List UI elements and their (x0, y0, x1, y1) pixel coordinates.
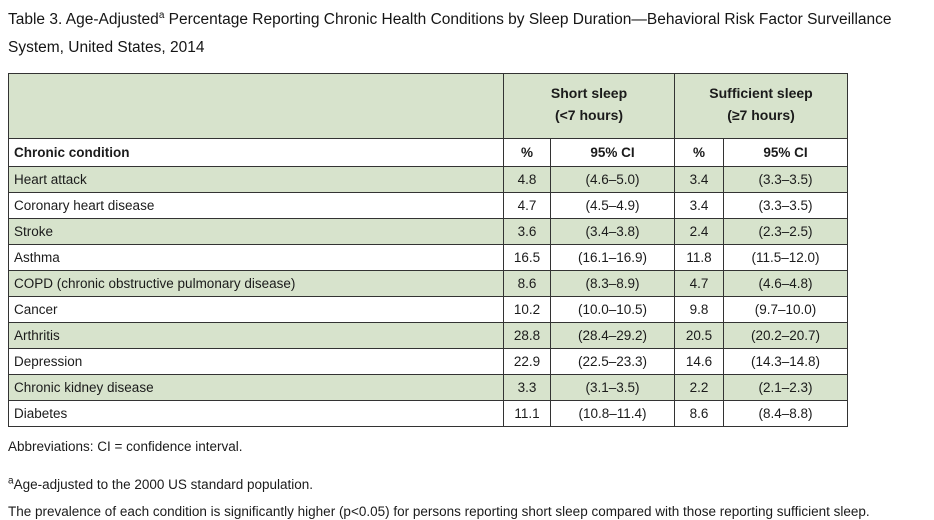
sufficient-ci-cell: (4.6–4.8) (723, 270, 848, 297)
short-ci-cell: (4.6–5.0) (550, 166, 675, 193)
short-pct-cell: 8.6 (503, 270, 551, 297)
chronic-condition-column-header: Chronic condition (8, 138, 504, 167)
short-ci-cell: (4.5–4.9) (550, 192, 675, 219)
short-sleep-label: Short sleep (550, 85, 628, 101)
short-ci-cell: (10.8–11.4) (550, 400, 675, 427)
short-sleep-group-header: Short sleep (<7 hours) (503, 73, 675, 139)
short-pct-cell: 3.6 (503, 218, 551, 245)
sufficient-ci-cell: (14.3–14.8) (723, 348, 848, 375)
short-pct-cell: 10.2 (503, 296, 551, 323)
condition-cell: Heart attack (8, 166, 504, 193)
short-ci-column-header: 95% CI (550, 138, 675, 167)
condition-cell: Diabetes (8, 400, 504, 427)
short-pct-cell: 3.3 (503, 374, 551, 401)
group-header-row: Short sleep (<7 hours) Sufficient sleep … (8, 73, 848, 139)
age-adjusted-footnote: aAge-adjusted to the 2000 US standard po… (8, 476, 926, 493)
short-ci-cell: (28.4–29.2) (550, 322, 675, 349)
short-ci-cell: (3.4–3.8) (550, 218, 675, 245)
table-row-diabetes: Diabetes 11.1 (10.8–11.4) 8.6 (8.4–8.8) (8, 400, 848, 427)
chronic-conditions-table: Short sleep (<7 hours) Sufficient sleep … (8, 73, 848, 427)
sufficient-ci-cell: (8.4–8.8) (723, 400, 848, 427)
short-pct-cell: 16.5 (503, 244, 551, 271)
short-ci-cell: (10.0–10.5) (550, 296, 675, 323)
short-sleep-sublabel: (<7 hours) (554, 107, 624, 123)
sufficient-pct-cell: 3.4 (674, 166, 724, 193)
sufficient-ci-cell: (2.1–2.3) (723, 374, 848, 401)
condition-cell: Stroke (8, 218, 504, 245)
table-row-copd: COPD (chronic obstructive pulmonary dise… (8, 270, 848, 297)
sufficient-pct-cell: 9.8 (674, 296, 724, 323)
short-pct-cell: 4.8 (503, 166, 551, 193)
sufficient-pct-cell: 2.4 (674, 218, 724, 245)
abbreviations-footnote: Abbreviations: CI = confidence interval. (8, 439, 243, 454)
short-ci-cell: (22.5–23.3) (550, 348, 675, 375)
condition-cell: Cancer (8, 296, 504, 323)
sufficient-pct-cell: 3.4 (674, 192, 724, 219)
sufficient-ci-cell: (20.2–20.7) (723, 322, 848, 349)
short-ci-cell: (3.1–3.5) (550, 374, 675, 401)
sufficient-ci-cell: (11.5–12.0) (723, 244, 848, 271)
footnote-superscript-a: a (8, 475, 14, 487)
table-row-depression: Depression 22.9 (22.5–23.3) 14.6 (14.3–1… (8, 348, 848, 375)
table-row-asthma: Asthma 16.5 (16.1–16.9) 11.8 (11.5–12.0) (8, 244, 848, 271)
sufficient-pct-column-header: % (674, 138, 724, 167)
short-ci-cell: (8.3–8.9) (550, 270, 675, 297)
short-pct-column-header: % (503, 138, 551, 167)
short-ci-cell: (16.1–16.9) (550, 244, 675, 271)
sufficient-pct-cell: 2.2 (674, 374, 724, 401)
condition-cell: Chronic kidney disease (8, 374, 504, 401)
title-text-continued: Percentage Reporting Chronic Health Cond… (8, 11, 892, 56)
short-pct-cell: 11.1 (503, 400, 551, 427)
sufficient-ci-column-header: 95% CI (723, 138, 848, 167)
condition-cell: Asthma (8, 244, 504, 271)
condition-cell: Coronary heart disease (8, 192, 504, 219)
table-row-cancer: Cancer 10.2 (10.0–10.5) 9.8 (9.7–10.0) (8, 296, 848, 323)
sufficient-sleep-label: Sufficient sleep (709, 85, 813, 101)
condition-cell: Depression (8, 348, 504, 375)
short-pct-cell: 4.7 (503, 192, 551, 219)
corner-cell (8, 73, 504, 139)
table-row-arthritis: Arthritis 28.8 (28.4–29.2) 20.5 (20.2–20… (8, 322, 848, 349)
condition-cell: COPD (chronic obstructive pulmonary dise… (8, 270, 504, 297)
age-adjusted-footnote-text: Age-adjusted to the 2000 US standard pop… (13, 477, 314, 492)
condition-cell: Arthritis (8, 322, 504, 349)
title-superscript-a: a (158, 9, 165, 21)
sufficient-pct-cell: 8.6 (674, 400, 724, 427)
sufficient-pct-cell: 20.5 (674, 322, 724, 349)
table-row-chronic-kidney-disease: Chronic kidney disease 3.3 (3.1–3.5) 2.2… (8, 374, 848, 401)
sufficient-ci-cell: (3.3–3.5) (723, 192, 848, 219)
sufficient-ci-cell: (9.7–10.0) (723, 296, 848, 323)
column-header-row: Chronic condition % 95% CI % 95% CI (8, 138, 848, 167)
table-row-stroke: Stroke 3.6 (3.4–3.8) 2.4 (2.3–2.5) (8, 218, 848, 245)
sufficient-pct-cell: 11.8 (674, 244, 724, 271)
sufficient-sleep-group-header: Sufficient sleep (≥7 hours) (674, 73, 848, 139)
title-text: Table 3. Age-Adjusted (8, 11, 159, 28)
sufficient-pct-cell: 4.7 (674, 270, 724, 297)
sufficient-sleep-sublabel: (≥7 hours) (727, 107, 795, 123)
table-row-heart-attack: Heart attack 4.8 (4.6–5.0) 3.4 (3.3–3.5) (8, 166, 848, 193)
table-row-coronary-heart-disease: Coronary heart disease 4.7 (4.5–4.9) 3.4… (8, 192, 848, 219)
table-title: Table 3. Age-Adjusteda Percentage Report… (8, 6, 920, 62)
short-pct-cell: 22.9 (503, 348, 551, 375)
short-pct-cell: 28.8 (503, 322, 551, 349)
sufficient-pct-cell: 14.6 (674, 348, 724, 375)
sufficient-ci-cell: (2.3–2.5) (723, 218, 848, 245)
sufficient-ci-cell: (3.3–3.5) (723, 166, 848, 193)
